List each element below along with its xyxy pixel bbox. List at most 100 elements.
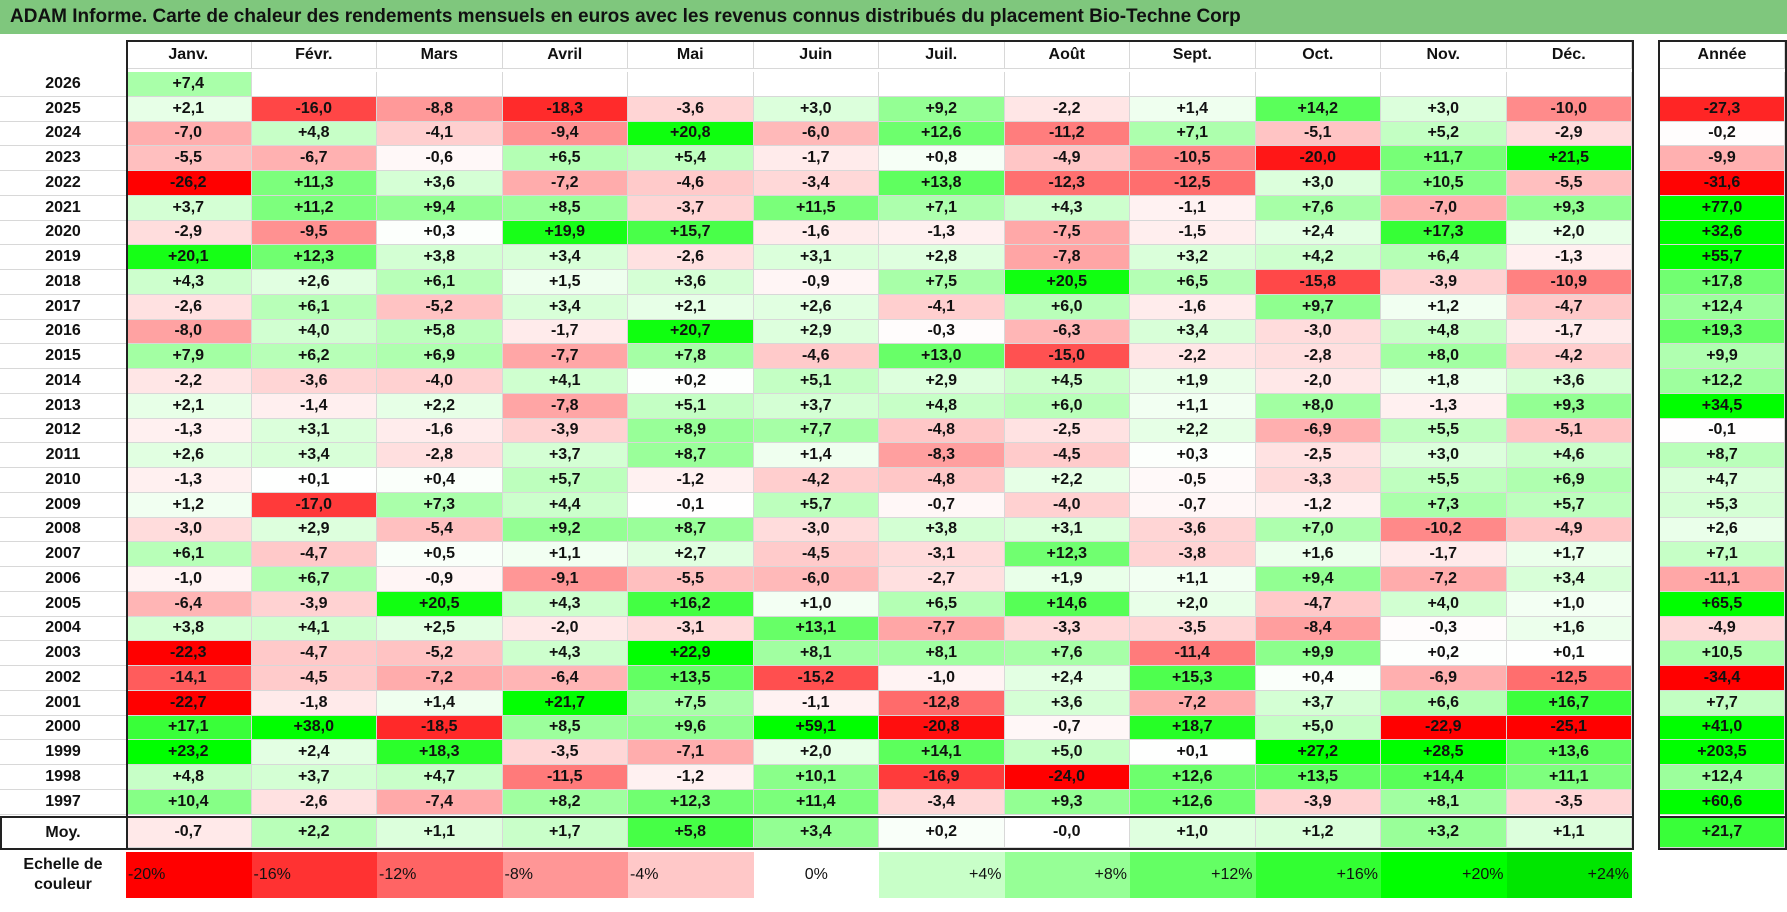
heatmap-cell: -11,2 (1004, 121, 1130, 147)
heatmap-cell: +4,3 (1004, 195, 1130, 221)
heatmap-cell: -1,1 (753, 690, 879, 716)
scale-swatch: +16% (1255, 852, 1381, 898)
heatmap-cell: +17,1 (126, 715, 252, 741)
heatmap-cell: -3,1 (879, 542, 1005, 567)
scale-swatch: +24% (1506, 852, 1632, 898)
heatmap-cell: +8,0 (1381, 344, 1507, 369)
heatmap-cell: +3,1 (1004, 517, 1130, 543)
heatmap-cell: +0,4 (377, 468, 503, 493)
heatmap-cell: +3,0 (1381, 443, 1507, 468)
average-annual-cell: +21,7 (1660, 817, 1785, 848)
heatmap-cell: +13,0 (879, 344, 1005, 369)
heatmap-cell: +13,1 (753, 616, 879, 642)
heatmap-cell: +5,0 (1255, 715, 1381, 741)
heatmap-cell: +15,7 (628, 220, 754, 246)
heatmap-cell: -4,6 (628, 171, 754, 196)
heatmap-cell: +38,0 (251, 715, 377, 741)
heatmap-cell: -6,9 (1255, 418, 1381, 444)
heatmap-cell: -5,4 (377, 517, 503, 543)
heatmap-cell: +23,2 (126, 740, 252, 765)
heatmap-cell: +0,1 (1506, 641, 1632, 666)
heatmap-cell: +4,3 (502, 641, 628, 666)
heatmap-cell: -7,7 (502, 344, 628, 369)
year-label: 2013 (0, 393, 126, 419)
heatmap-cell: +20,7 (628, 319, 754, 345)
heatmap-cell: -1,8 (251, 690, 377, 716)
heatmap-cell: +3,1 (753, 245, 879, 270)
heatmap-cell: -3,3 (1255, 468, 1381, 493)
heatmap-cell: +12,3 (251, 245, 377, 270)
heatmap-cell: -2,8 (1255, 344, 1381, 369)
year-label: 2004 (0, 616, 126, 642)
heatmap-cell: +27,2 (1255, 740, 1381, 765)
annual-cell: +5,3 (1660, 492, 1785, 518)
heatmap-cell: +11,4 (753, 789, 879, 815)
heatmap-cell: -2,9 (126, 220, 252, 246)
annual-cell: -0,2 (1660, 121, 1785, 147)
heatmap-cell: +2,0 (1506, 220, 1632, 246)
heatmap-cell: +59,1 (753, 715, 879, 741)
heatmap-cell: -2,9 (1506, 121, 1632, 147)
heatmap-cell: -26,2 (126, 171, 252, 196)
heatmap-cell: +2,0 (1130, 591, 1256, 617)
heatmap-cell: -15,8 (1255, 270, 1381, 295)
heatmap-cell: -3,6 (1130, 517, 1256, 543)
annual-cell: +8,7 (1660, 443, 1785, 468)
year-label: 2002 (0, 666, 126, 691)
year-label: 2022 (0, 171, 126, 196)
heatmap-cell: -6,0 (753, 121, 879, 147)
heatmap-cell: +2,4 (1004, 666, 1130, 691)
heatmap-cell: +3,0 (1381, 96, 1507, 122)
heatmap-cell (251, 72, 377, 97)
annual-cell: +7,1 (1660, 542, 1785, 567)
heatmap-cell: -1,5 (1130, 220, 1256, 246)
heatmap-cell: +4,8 (879, 393, 1005, 419)
annual-cell: +12,2 (1660, 369, 1785, 394)
heatmap-cell: -1,3 (879, 220, 1005, 246)
scale-swatch: +4% (879, 852, 1005, 898)
year-label: 2021 (0, 195, 126, 221)
heatmap-cell: -5,5 (628, 567, 754, 592)
heatmap-cell: +0,2 (628, 369, 754, 394)
heatmap-cell: -1,3 (1506, 245, 1632, 270)
annual-cell: +77,0 (1660, 195, 1785, 221)
heatmap-cell: -5,1 (1506, 418, 1632, 444)
year-label: 2023 (0, 146, 126, 171)
heatmap-cell: -2,5 (1255, 443, 1381, 468)
heatmap-cell: +4,3 (502, 591, 628, 617)
heatmap-cell: +3,8 (377, 245, 503, 270)
heatmap-cell: +10,1 (753, 765, 879, 790)
heatmap-cell: +9,7 (1255, 294, 1381, 320)
heatmap-cell: +6,9 (1506, 468, 1632, 493)
heatmap-cell: -3,0 (126, 517, 252, 543)
heatmap-cell: +5,2 (1381, 121, 1507, 147)
average-cell: +1,7 (502, 817, 628, 848)
heatmap-cell: +18,3 (377, 740, 503, 765)
heatmap-cell: +0,2 (1381, 641, 1507, 666)
heatmap-cell: +2,7 (628, 542, 754, 567)
heatmap-cell: +28,5 (1381, 740, 1507, 765)
average-cell: +1,2 (1255, 817, 1381, 848)
heatmap-cell: +4,4 (502, 492, 628, 518)
heatmap-cell: -18,3 (502, 96, 628, 122)
heatmap-cell: +3,1 (251, 418, 377, 444)
annual-cell: -0,1 (1660, 418, 1785, 444)
heatmap-cell: -3,9 (1381, 270, 1507, 295)
heatmap-cell: -0,7 (1004, 715, 1130, 741)
heatmap-cell: +6,5 (502, 146, 628, 171)
heatmap-cell: +4,5 (1004, 369, 1130, 394)
heatmap-cell: -7,4 (377, 789, 503, 815)
heatmap-cell: +12,6 (1130, 765, 1256, 790)
heatmap-cell: -2,7 (879, 567, 1005, 592)
heatmap-cell: +1,1 (1130, 567, 1256, 592)
heatmap-cell: -4,9 (1506, 517, 1632, 543)
heatmap-cell: -4,7 (1255, 591, 1381, 617)
heatmap-cell: +7,1 (1130, 121, 1256, 147)
heatmap-cell: -4,0 (1004, 492, 1130, 518)
heatmap-cell: +1,1 (502, 542, 628, 567)
heatmap-cell: -1,0 (126, 567, 252, 592)
annual-cell: +17,8 (1660, 270, 1785, 295)
month-header: Févr. (251, 42, 377, 69)
heatmap-cell: -3,9 (251, 591, 377, 617)
heatmap-cell: +4,6 (1506, 443, 1632, 468)
